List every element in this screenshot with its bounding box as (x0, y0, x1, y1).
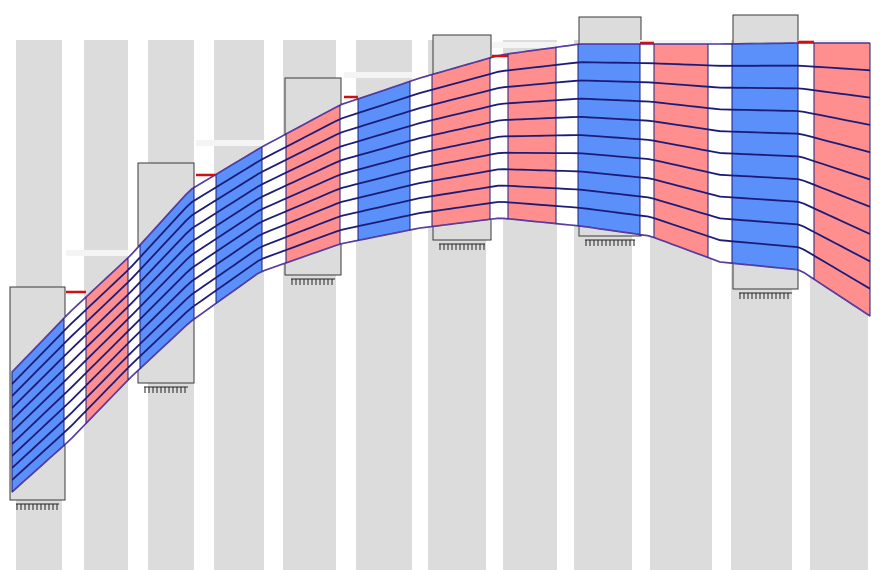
mesh-line-3 (11, 97, 871, 409)
segment-white-17 (640, 44, 654, 238)
mesh-line-2 (11, 79, 871, 397)
support-hatch-2 (291, 278, 335, 285)
mesh-lines (11, 42, 871, 493)
segment-white-21 (798, 43, 814, 280)
mesh-line-8 (11, 184, 871, 469)
support-hatch-1 (144, 386, 188, 393)
segment-red-22 (813, 42, 871, 317)
support-hatch-4 (585, 239, 635, 246)
support-hatch-0 (16, 503, 59, 510)
segment-red-12 (431, 57, 491, 227)
top-frame-0 (66, 250, 128, 256)
mesh-line-5 (11, 134, 871, 433)
mesh-line-9 (11, 201, 871, 481)
mesh-line-6 (11, 151, 871, 445)
segment-red-18 (653, 43, 709, 259)
support-hatch-3 (439, 243, 485, 250)
top-frame-3 (492, 42, 557, 48)
top-frame-2 (344, 72, 412, 78)
support-hatch-5 (739, 292, 792, 299)
outline-top (11, 42, 870, 373)
top-frame-1 (196, 140, 264, 146)
column-3 (214, 40, 264, 570)
mesh-line-7 (11, 168, 871, 457)
mesh-line-1 (11, 61, 871, 385)
top-frame-4 (640, 40, 712, 46)
mesh-line-4 (11, 115, 871, 421)
gap-markers (66, 40, 814, 294)
outline-bottom (11, 217, 871, 493)
